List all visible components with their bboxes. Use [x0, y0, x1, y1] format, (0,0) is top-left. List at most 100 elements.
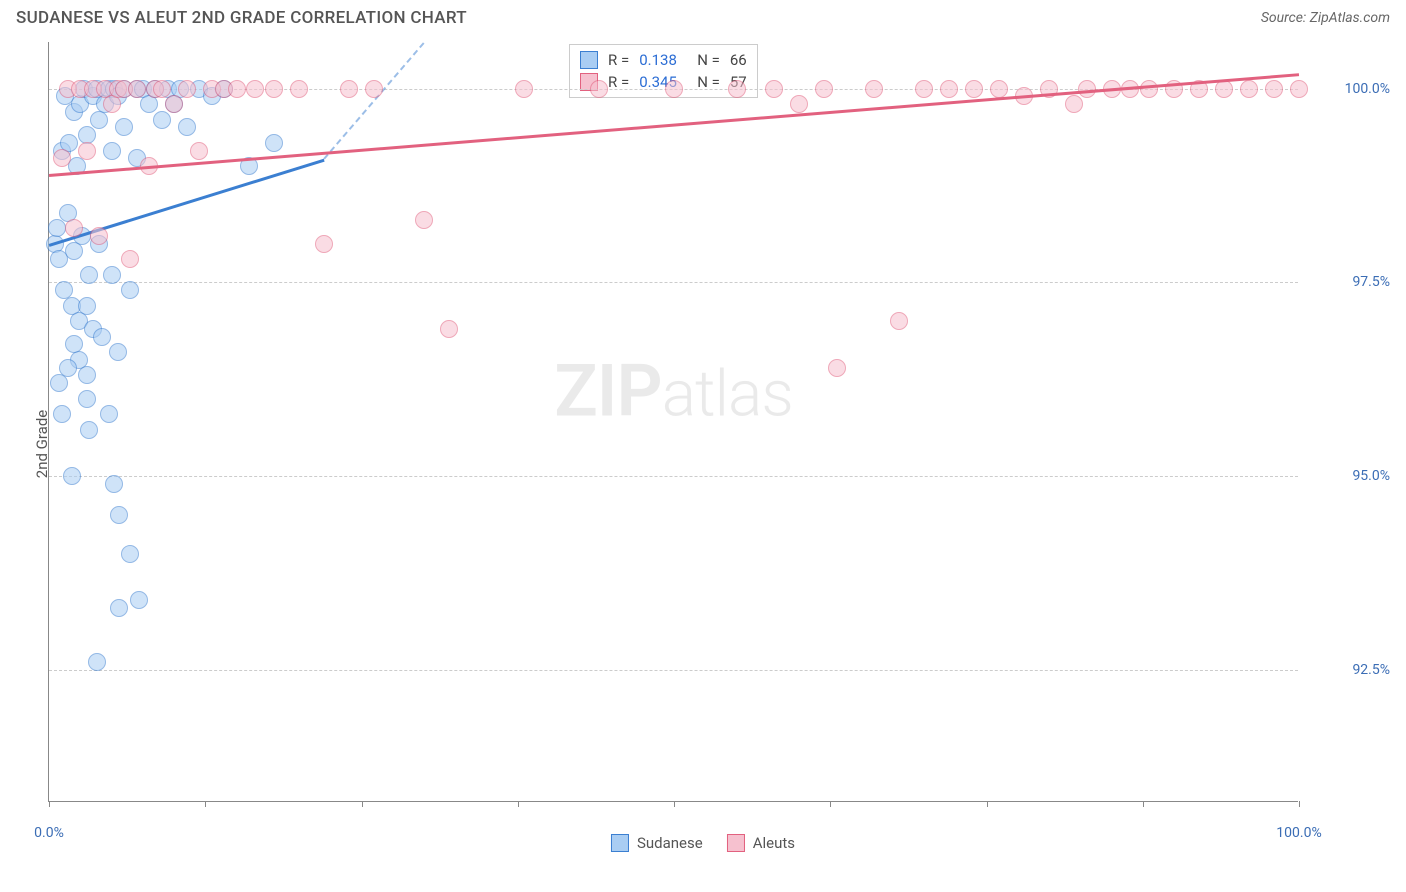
scatter-point: [515, 80, 533, 98]
scatter-point: [665, 80, 683, 98]
scatter-point: [128, 80, 146, 98]
legend-label: Aleuts: [753, 834, 795, 852]
scatter-point: [93, 328, 111, 346]
legend: Sudanese Aleuts: [611, 834, 795, 852]
stats-row: R = 0.138 N = 66: [580, 49, 747, 71]
x-tick: [49, 801, 50, 807]
scatter-point: [110, 506, 128, 524]
scatter-point: [315, 235, 333, 253]
legend-item: Aleuts: [727, 834, 795, 852]
chart-area: 2nd Grade ZIPatlas R =0.138N =66R =0.345…: [0, 34, 1406, 854]
scatter-point: [828, 359, 846, 377]
scatter-point: [140, 95, 158, 113]
scatter-point: [815, 80, 833, 98]
scatter-point: [109, 343, 127, 361]
scatter-point: [78, 366, 96, 384]
legend-label: Sudanese: [637, 834, 703, 852]
scatter-point: [890, 312, 908, 330]
scatter-point: [53, 149, 71, 167]
chart-source: Source: ZipAtlas.com: [1261, 10, 1390, 26]
scatter-point: [1290, 80, 1308, 98]
scatter-point: [65, 219, 83, 237]
scatter-point: [105, 475, 123, 493]
scatter-point: [65, 242, 83, 260]
scatter-point: [63, 467, 81, 485]
scatter-point: [190, 142, 208, 160]
scatter-point: [415, 211, 433, 229]
scatter-point: [78, 297, 96, 315]
gridline: [49, 670, 1298, 671]
scatter-point: [265, 134, 283, 152]
scatter-point: [940, 80, 958, 98]
scatter-point: [965, 80, 983, 98]
scatter-point: [48, 219, 66, 237]
scatter-point: [228, 80, 246, 98]
scatter-point: [1078, 80, 1096, 98]
scatter-point: [110, 599, 128, 617]
scatter-point: [765, 80, 783, 98]
legend-item: Sudanese: [611, 834, 703, 852]
scatter-point: [121, 545, 139, 563]
scatter-point: [728, 80, 746, 98]
x-tick: [987, 801, 988, 807]
r-label: R =: [608, 51, 629, 69]
scatter-point: [265, 80, 283, 98]
scatter-point: [1240, 80, 1258, 98]
plot-region: ZIPatlas R =0.138N =66R =0.345N =57 92.5…: [48, 42, 1298, 802]
scatter-point: [50, 374, 68, 392]
scatter-point: [80, 266, 98, 284]
scatter-point: [865, 80, 883, 98]
scatter-point: [1140, 80, 1158, 98]
x-tick-label: 100.0%: [1276, 825, 1321, 841]
chart-title: SUDANESE VS ALEUT 2ND GRADE CORRELATION …: [16, 8, 467, 28]
y-tick-label: 92.5%: [1310, 662, 1390, 678]
scatter-point: [88, 653, 106, 671]
scatter-point: [80, 421, 98, 439]
scatter-point: [290, 80, 308, 98]
gridline: [49, 476, 1298, 477]
scatter-point: [121, 281, 139, 299]
scatter-point: [53, 405, 71, 423]
scatter-point: [103, 266, 121, 284]
x-tick: [1299, 801, 1300, 807]
scatter-point: [990, 80, 1008, 98]
scatter-point: [365, 80, 383, 98]
scatter-point: [440, 320, 458, 338]
trend-line-extension: [323, 42, 425, 160]
scatter-point: [90, 111, 108, 129]
scatter-point: [1265, 80, 1283, 98]
chart-header: SUDANESE VS ALEUT 2ND GRADE CORRELATION …: [0, 0, 1406, 34]
scatter-point: [130, 591, 148, 609]
scatter-point: [246, 80, 264, 98]
gridline: [49, 282, 1298, 283]
legend-swatch: [727, 834, 745, 852]
scatter-point: [590, 80, 608, 98]
y-tick-label: 97.5%: [1310, 274, 1390, 290]
y-tick-label: 95.0%: [1310, 468, 1390, 484]
scatter-point: [178, 118, 196, 136]
r-value: 0.138: [639, 51, 687, 69]
scatter-point: [78, 142, 96, 160]
x-tick: [205, 801, 206, 807]
scatter-point: [153, 111, 171, 129]
legend-swatch: [611, 834, 629, 852]
watermark: ZIPatlas: [554, 349, 793, 434]
y-tick-label: 100.0%: [1310, 81, 1390, 97]
scatter-point: [121, 250, 139, 268]
scatter-point: [115, 118, 133, 136]
n-label: N =: [697, 51, 720, 69]
x-tick-label: 0.0%: [34, 825, 64, 841]
n-value: 66: [730, 51, 747, 69]
scatter-point: [915, 80, 933, 98]
scatter-point: [340, 80, 358, 98]
x-tick: [830, 801, 831, 807]
scatter-point: [178, 80, 196, 98]
scatter-point: [78, 390, 96, 408]
scatter-point: [103, 95, 121, 113]
scatter-point: [153, 80, 171, 98]
scatter-point: [90, 227, 108, 245]
scatter-point: [100, 405, 118, 423]
scatter-point: [790, 95, 808, 113]
x-tick: [362, 801, 363, 807]
x-tick: [518, 801, 519, 807]
